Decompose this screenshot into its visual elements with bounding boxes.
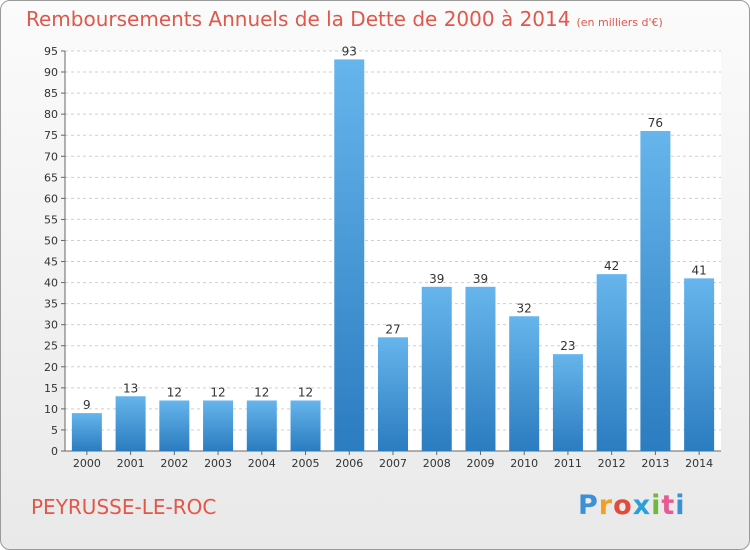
bar-2013 — [640, 131, 671, 451]
proxiti-logo: Proxiti — [578, 490, 686, 521]
data-label: 12 — [298, 385, 313, 399]
bar-2009 — [465, 286, 496, 451]
y-tick-label: 50 — [44, 234, 58, 247]
data-label: 12 — [254, 385, 269, 399]
x-tick-label: 2004 — [248, 457, 276, 470]
x-tick-label: 2006 — [335, 457, 363, 470]
y-tick-label: 95 — [44, 45, 58, 58]
y-tick-label: 60 — [44, 192, 58, 205]
x-tick-label: 2008 — [423, 457, 451, 470]
logo-letter: i — [675, 490, 686, 521]
data-label: 42 — [604, 259, 619, 273]
y-tick-label: 25 — [44, 340, 58, 353]
y-tick-label: 45 — [44, 256, 58, 269]
y-tick-label: 55 — [44, 213, 58, 226]
data-label: 39 — [473, 272, 488, 286]
bar-2003 — [203, 400, 234, 451]
y-tick-label: 90 — [44, 66, 58, 79]
x-tick-label: 2013 — [641, 457, 669, 470]
y-tick-label: 30 — [44, 319, 58, 332]
y-tick-label: 5 — [51, 424, 58, 437]
bar-2006 — [334, 59, 365, 451]
x-tick-label: 2001 — [117, 457, 145, 470]
logo-letter: P — [578, 490, 599, 521]
bar-2001 — [115, 396, 146, 451]
y-tick-label: 70 — [44, 150, 58, 163]
data-label: 27 — [385, 322, 400, 336]
title-text: Remboursements Annuels de la Dette de 20… — [26, 7, 571, 31]
data-label: 39 — [429, 272, 444, 286]
logo-letter: o — [613, 490, 633, 521]
y-tick-label: 10 — [44, 403, 58, 416]
bar-2011 — [552, 354, 583, 451]
bar-2000 — [71, 413, 102, 451]
data-label: 9 — [83, 398, 91, 412]
bar-2012 — [596, 274, 627, 451]
commune-name: PEYRUSSE-LE-ROC — [31, 495, 217, 519]
y-tick-label: 65 — [44, 171, 58, 184]
x-tick-label: 2007 — [379, 457, 407, 470]
y-tick-label: 0 — [51, 445, 58, 458]
bar-2004 — [246, 400, 277, 451]
unit-label: (en milliers d'€) — [576, 16, 663, 29]
data-label: 41 — [691, 263, 706, 277]
logo-letter: x — [632, 490, 652, 521]
x-tick-label: 2014 — [685, 457, 713, 470]
bar-2002 — [159, 400, 190, 451]
data-label: 13 — [123, 381, 138, 395]
x-tick-label: 2011 — [554, 457, 582, 470]
x-tick-label: 2005 — [292, 457, 320, 470]
y-tick-label: 15 — [44, 382, 58, 395]
y-tick-label: 80 — [44, 108, 58, 121]
x-tick-label: 2002 — [160, 457, 188, 470]
bar-2007 — [378, 337, 408, 451]
y-tick-label: 75 — [44, 129, 58, 142]
y-tick-label: 85 — [44, 87, 58, 100]
data-label: 76 — [648, 116, 663, 130]
bar-2010 — [509, 316, 540, 451]
bar-2014 — [684, 278, 715, 451]
logo-letter: i — [651, 490, 662, 521]
bar-2005 — [290, 400, 321, 451]
y-tick-label: 20 — [44, 361, 58, 374]
data-label: 23 — [560, 339, 575, 353]
logo-letter: t — [661, 490, 676, 521]
logo-letter: r — [598, 490, 614, 521]
data-label: 12 — [210, 385, 225, 399]
data-label: 32 — [517, 301, 532, 315]
x-tick-label: 2009 — [466, 457, 494, 470]
x-tick-label: 2012 — [598, 457, 626, 470]
x-tick-label: 2003 — [204, 457, 232, 470]
y-tick-label: 35 — [44, 298, 58, 311]
data-label: 12 — [167, 385, 182, 399]
y-tick-label: 40 — [44, 277, 58, 290]
chart-title: Remboursements Annuels de la Dette de 20… — [26, 7, 663, 31]
data-label: 93 — [342, 44, 357, 58]
x-tick-label: 2010 — [510, 457, 538, 470]
bar-2008 — [421, 286, 452, 451]
x-tick-label: 2000 — [73, 457, 101, 470]
